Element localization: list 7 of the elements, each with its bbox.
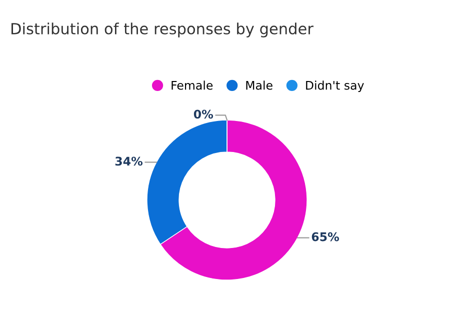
data-label: 34% — [115, 156, 143, 166]
legend-label: Male — [246, 80, 272, 90]
legend-label: Didn't say — [306, 80, 364, 92]
chart-title: Distribution of the responses by gender — [12, 22, 314, 38]
text: 0% — [194, 110, 214, 119]
legend-label: Female — [172, 80, 213, 90]
data-label: 65% — [312, 232, 339, 242]
